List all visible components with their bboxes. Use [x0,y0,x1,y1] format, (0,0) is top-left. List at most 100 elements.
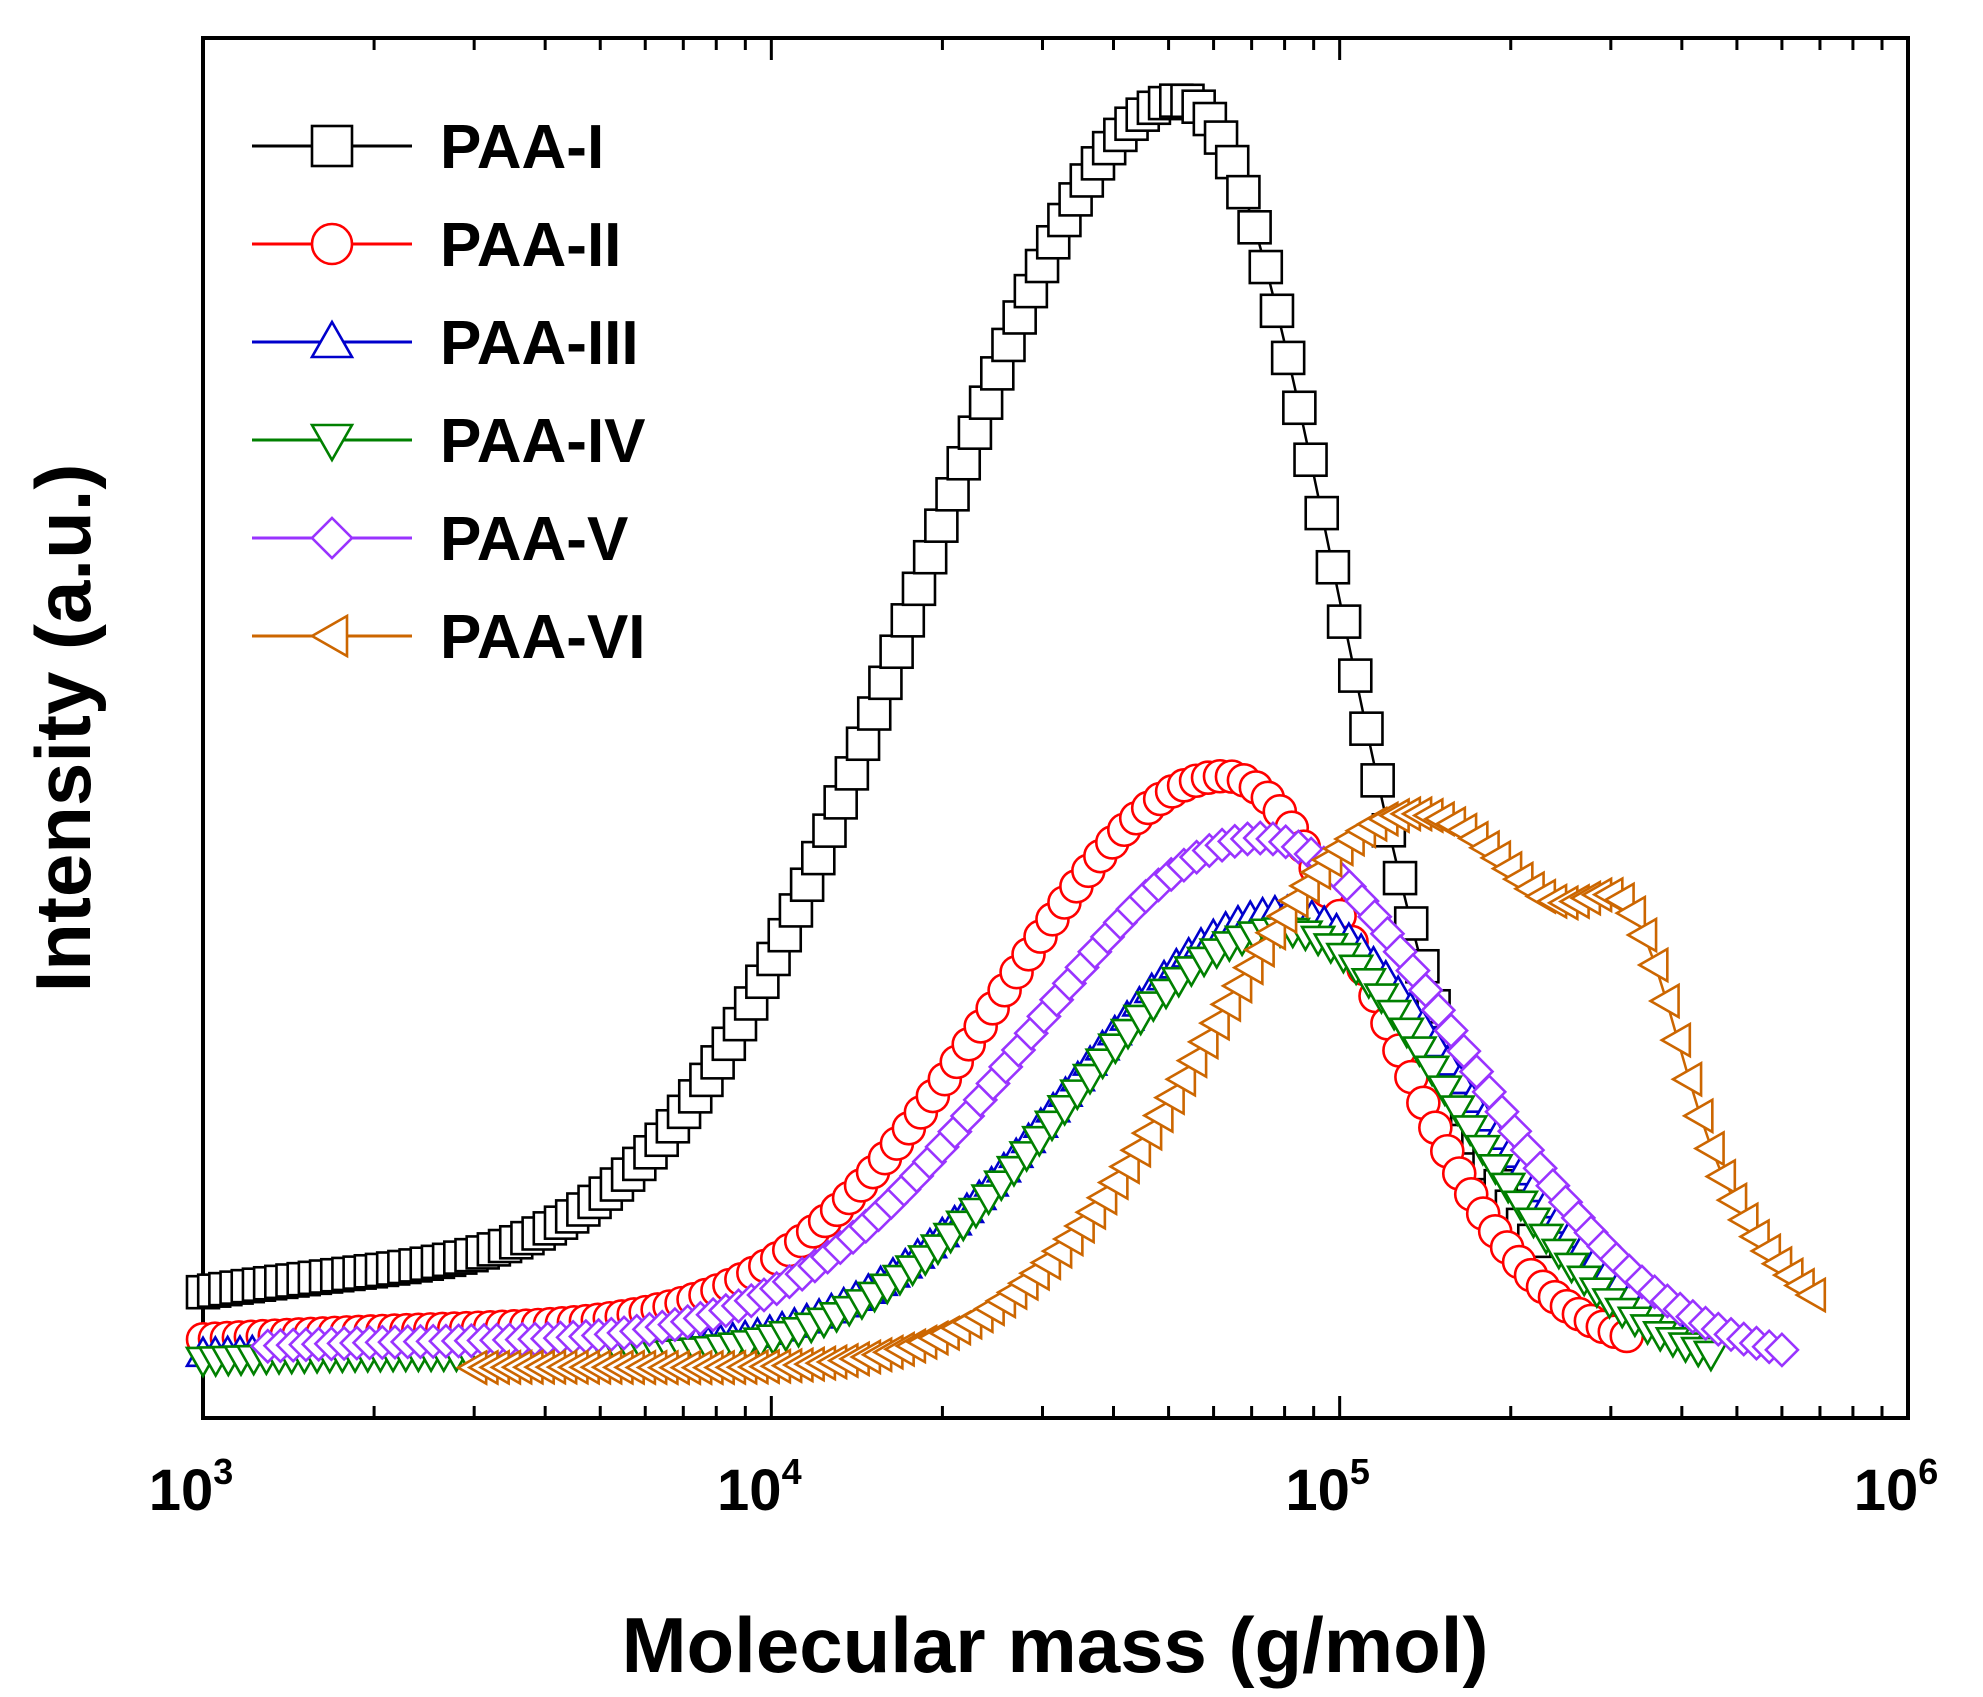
data-point [845,726,881,762]
data-point [935,477,970,512]
data-point [1085,1179,1118,1216]
data-point [1375,999,1413,1032]
data-point [1141,1097,1174,1134]
legend-item: PAA-I [252,113,604,182]
x-axis-tick-labels: 103 104 105 106 [149,1451,1939,1523]
data-point [946,445,982,481]
data-point [1282,390,1317,426]
series-paa-v [249,820,1800,1368]
data-point [1164,1060,1197,1098]
data-point [924,508,959,543]
legend-marker [310,222,354,266]
data-point [1242,931,1275,969]
series-paa-vi [455,795,1827,1386]
data-point [1489,1172,1527,1205]
data-point [1515,1207,1552,1240]
data-point [1401,1036,1438,1069]
data-point [1237,210,1272,245]
data-point [823,785,858,820]
x-tick-label: 104 [717,1451,802,1523]
data-point [1681,1097,1714,1135]
data-point [1670,1060,1703,1098]
data-point [1764,1332,1800,1368]
data-point [912,539,948,575]
data-point [868,665,903,701]
legend: PAA-I PAA-II PAA-III PAA-IV PAA-V PAA-VI [252,113,646,672]
data-point [1096,1164,1129,1201]
data-point [1451,1115,1489,1148]
legend-marker [309,319,355,359]
data-point [1304,495,1340,531]
series-paa-iii [184,893,1688,1368]
x-tick-label: 103 [149,1451,234,1523]
data-point [1254,914,1287,951]
data-point [1033,1110,1071,1143]
data-point [1426,1075,1464,1108]
data-point [1659,1021,1692,1059]
data-point [1349,711,1384,746]
legend-item: PAA-IV [252,407,646,476]
data-point [1259,293,1295,329]
data-point [1209,986,1242,1023]
data-point [1315,549,1351,585]
data-point [1119,1131,1152,1169]
legend-item: PAA-V [252,505,628,574]
data-point [1413,1055,1451,1088]
data-point [856,696,892,731]
legend-label: PAA-V [440,505,628,574]
data-point [1046,1094,1083,1127]
y-axis-title: Intensity (a.u.) [19,464,107,993]
data-point [1231,949,1264,986]
legend-item: PAA-II [252,211,621,280]
x-tick-label: 105 [1285,1451,1370,1523]
data-point [1692,1130,1725,1167]
x-axis-ticks [201,38,1910,1418]
data-point [1186,1023,1219,1061]
data-point [1464,1134,1502,1167]
legend-marker [309,423,355,463]
legend-label: PAA-III [440,309,639,378]
data-point [957,415,993,450]
data-point [1388,1017,1426,1050]
data-point [1107,1148,1140,1185]
data-point [901,571,937,607]
data-point [1715,1181,1748,1219]
data-point [1270,340,1306,376]
data-point [1248,249,1284,285]
legend-label: PAA-II [440,211,621,280]
x-axis-title: Molecular mass (g/mol) [622,1601,1489,1689]
data-point [879,634,914,670]
data-point [1326,604,1362,639]
x-tick-label: 106 [1854,1451,1939,1523]
data-point [1502,1190,1540,1223]
data-point [1059,1079,1096,1112]
data-point [1794,1276,1827,1314]
data-point [1226,174,1261,210]
data-point [1337,658,1373,693]
legend-label: PAA-IV [440,407,646,476]
legend-item: PAA-III [252,309,639,378]
data-point [1636,946,1669,984]
data-point [890,603,926,638]
data-point [1197,1004,1230,1042]
data-point [1625,916,1658,954]
data-point [834,756,870,791]
data-point [1614,894,1647,932]
data-point [1220,967,1253,1005]
data-point [1382,860,1418,896]
data-point [1692,1340,1730,1373]
data-point [1130,1114,1163,1152]
legend-marker [310,516,354,560]
legend-item: PAA-VI [252,603,646,672]
data-point [1726,1201,1759,1239]
legend-label: PAA-I [440,113,604,182]
data-point [1175,1042,1208,1079]
data-point [1152,1079,1185,1116]
data-point [1360,763,1395,798]
data-point [1214,144,1250,180]
legend-label: PAA-VI [440,603,646,672]
data-point [968,385,1004,420]
series-layer [184,83,1827,1386]
data-point [1265,897,1298,935]
